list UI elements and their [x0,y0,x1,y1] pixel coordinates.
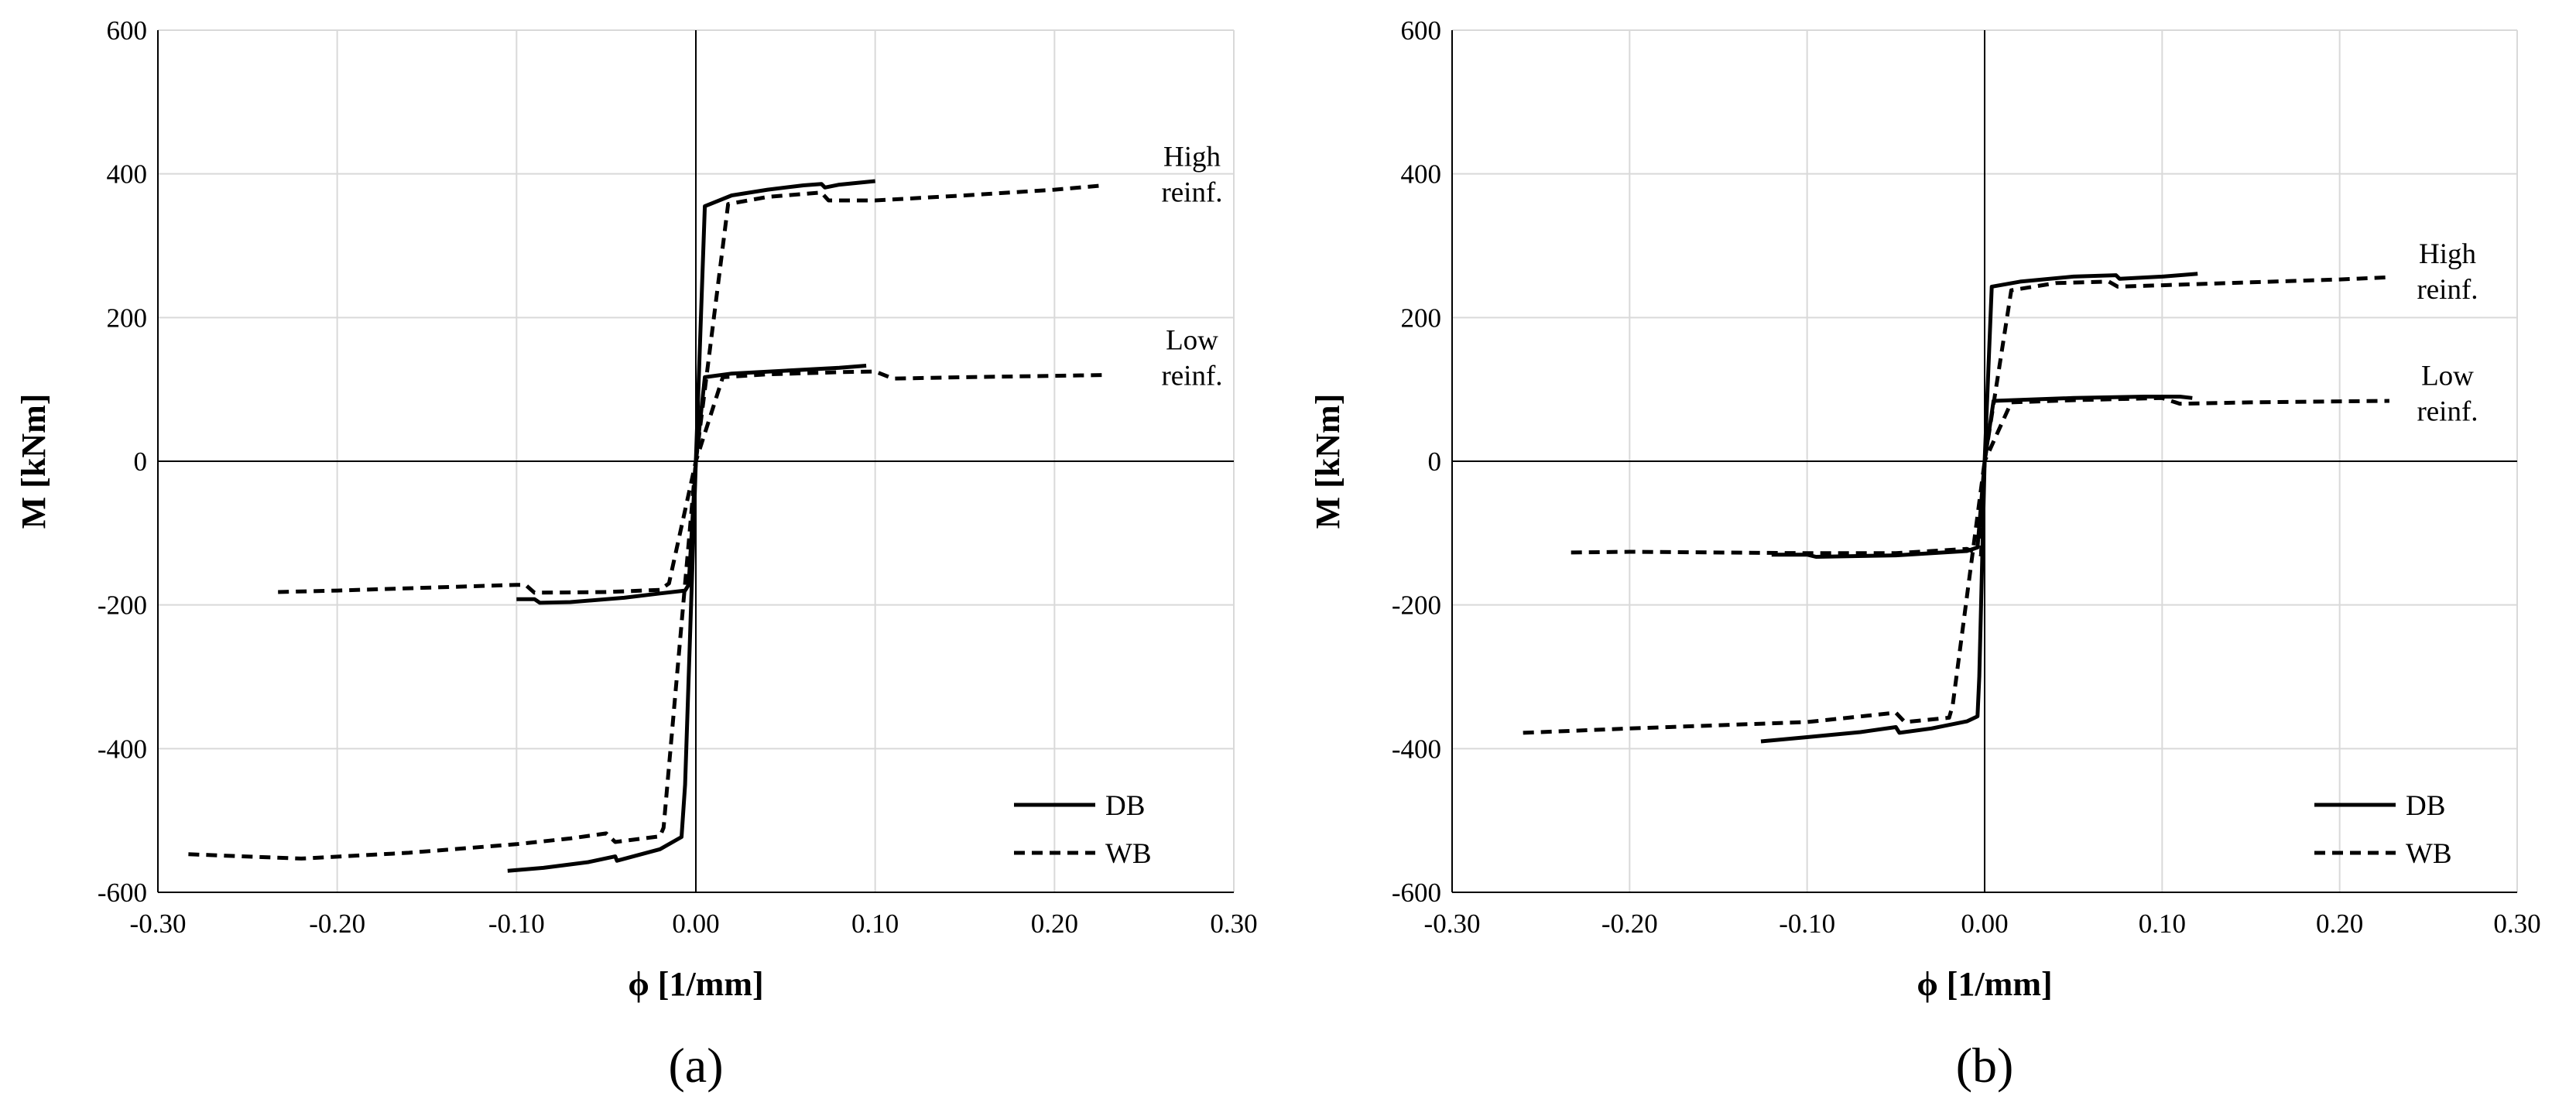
annotation-text: reinf. [2417,396,2478,428]
y-tick-label: 400 [1401,159,1442,190]
y-tick-label: 0 [1428,447,1442,477]
y-tick-label: 600 [107,15,148,46]
annotation-text: Low [1166,324,1218,356]
legend-label-db: DB [1105,790,1145,822]
y-tick-label: -600 [1392,878,1441,908]
series-line-wb-low-reinf [278,369,1105,595]
series-line-db-low-reinf [516,364,867,605]
x-axis-title: ϕ [1/mm] [628,965,763,1003]
y-tick-label: 400 [107,159,148,190]
chart-panel-b: 600 400 200 0 -200 -400 -600-0.30 -0.20 -0.10 0.0… [1309,15,2541,1093]
series-line-db-high-reinf [1760,272,2198,744]
legend-label-wb: WB [2406,838,2452,870]
panel-label: (b) [1956,1038,2014,1093]
legend-label-wb: WB [1105,838,1152,870]
x-tick-label: 0.00 [672,909,719,939]
y-tick-label: 200 [107,303,148,333]
x-tick-label: 0.00 [1961,909,2008,939]
annotation-text: High [1163,142,1221,173]
y-axis-title: M [kNm] [15,394,53,529]
x-tick-label: 0.10 [2139,909,2186,939]
x-tick-label: 0.30 [2493,909,2540,939]
chart-panel-a: 600 400 200 0 -200 -400 -600-0.30 -0.20 -0.10 0.0… [15,15,1258,1093]
y-tick-label: -400 [1392,734,1441,764]
x-tick-label: -0.30 [1424,909,1481,939]
y-tick-label: 0 [134,447,148,477]
y-tick-label: 600 [1401,15,1442,46]
panel-label: (a) [668,1038,723,1093]
legend-label-db: DB [2406,790,2445,822]
x-tick-label: -0.20 [1601,909,1658,939]
series-line-db-low-reinf [1771,395,2193,559]
y-tick-label: -600 [98,878,147,908]
y-tick-label: -200 [98,590,147,621]
x-tick-label: -0.20 [309,909,365,939]
series-line-db-high-reinf [507,179,875,873]
series-line-wb-low-reinf [1571,395,2389,557]
annotation-text: reinf. [1161,360,1222,392]
x-tick-label: 0.10 [851,909,899,939]
x-tick-label: 0.20 [2316,909,2363,939]
y-tick-label: 200 [1401,303,1442,333]
annotation-text: reinf. [2417,274,2478,306]
x-tick-label: -0.30 [130,909,187,939]
x-tick-label: -0.10 [488,909,545,939]
annotation-text: High [2419,238,2477,270]
x-axis-title: ϕ [1/mm] [1917,965,2052,1003]
series-line-wb-high-reinf [1523,275,2390,735]
y-tick-label: -200 [1392,590,1441,621]
series-line-wb-high-reinf [188,183,1105,861]
x-tick-label: 0.30 [1210,909,1257,939]
x-tick-label: -0.10 [1779,909,1835,939]
annotation-text: reinf. [1161,177,1222,209]
annotation-text: Low [2421,361,2474,392]
y-tick-label: -400 [98,734,147,764]
x-tick-label: 0.20 [1031,909,1078,939]
y-axis-title: M [kNm] [1309,394,1347,529]
